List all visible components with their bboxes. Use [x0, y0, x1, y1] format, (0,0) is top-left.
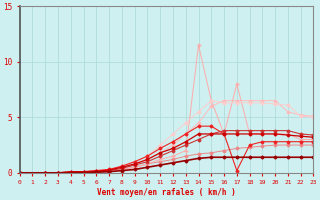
- X-axis label: Vent moyen/en rafales ( km/h ): Vent moyen/en rafales ( km/h ): [97, 188, 236, 197]
